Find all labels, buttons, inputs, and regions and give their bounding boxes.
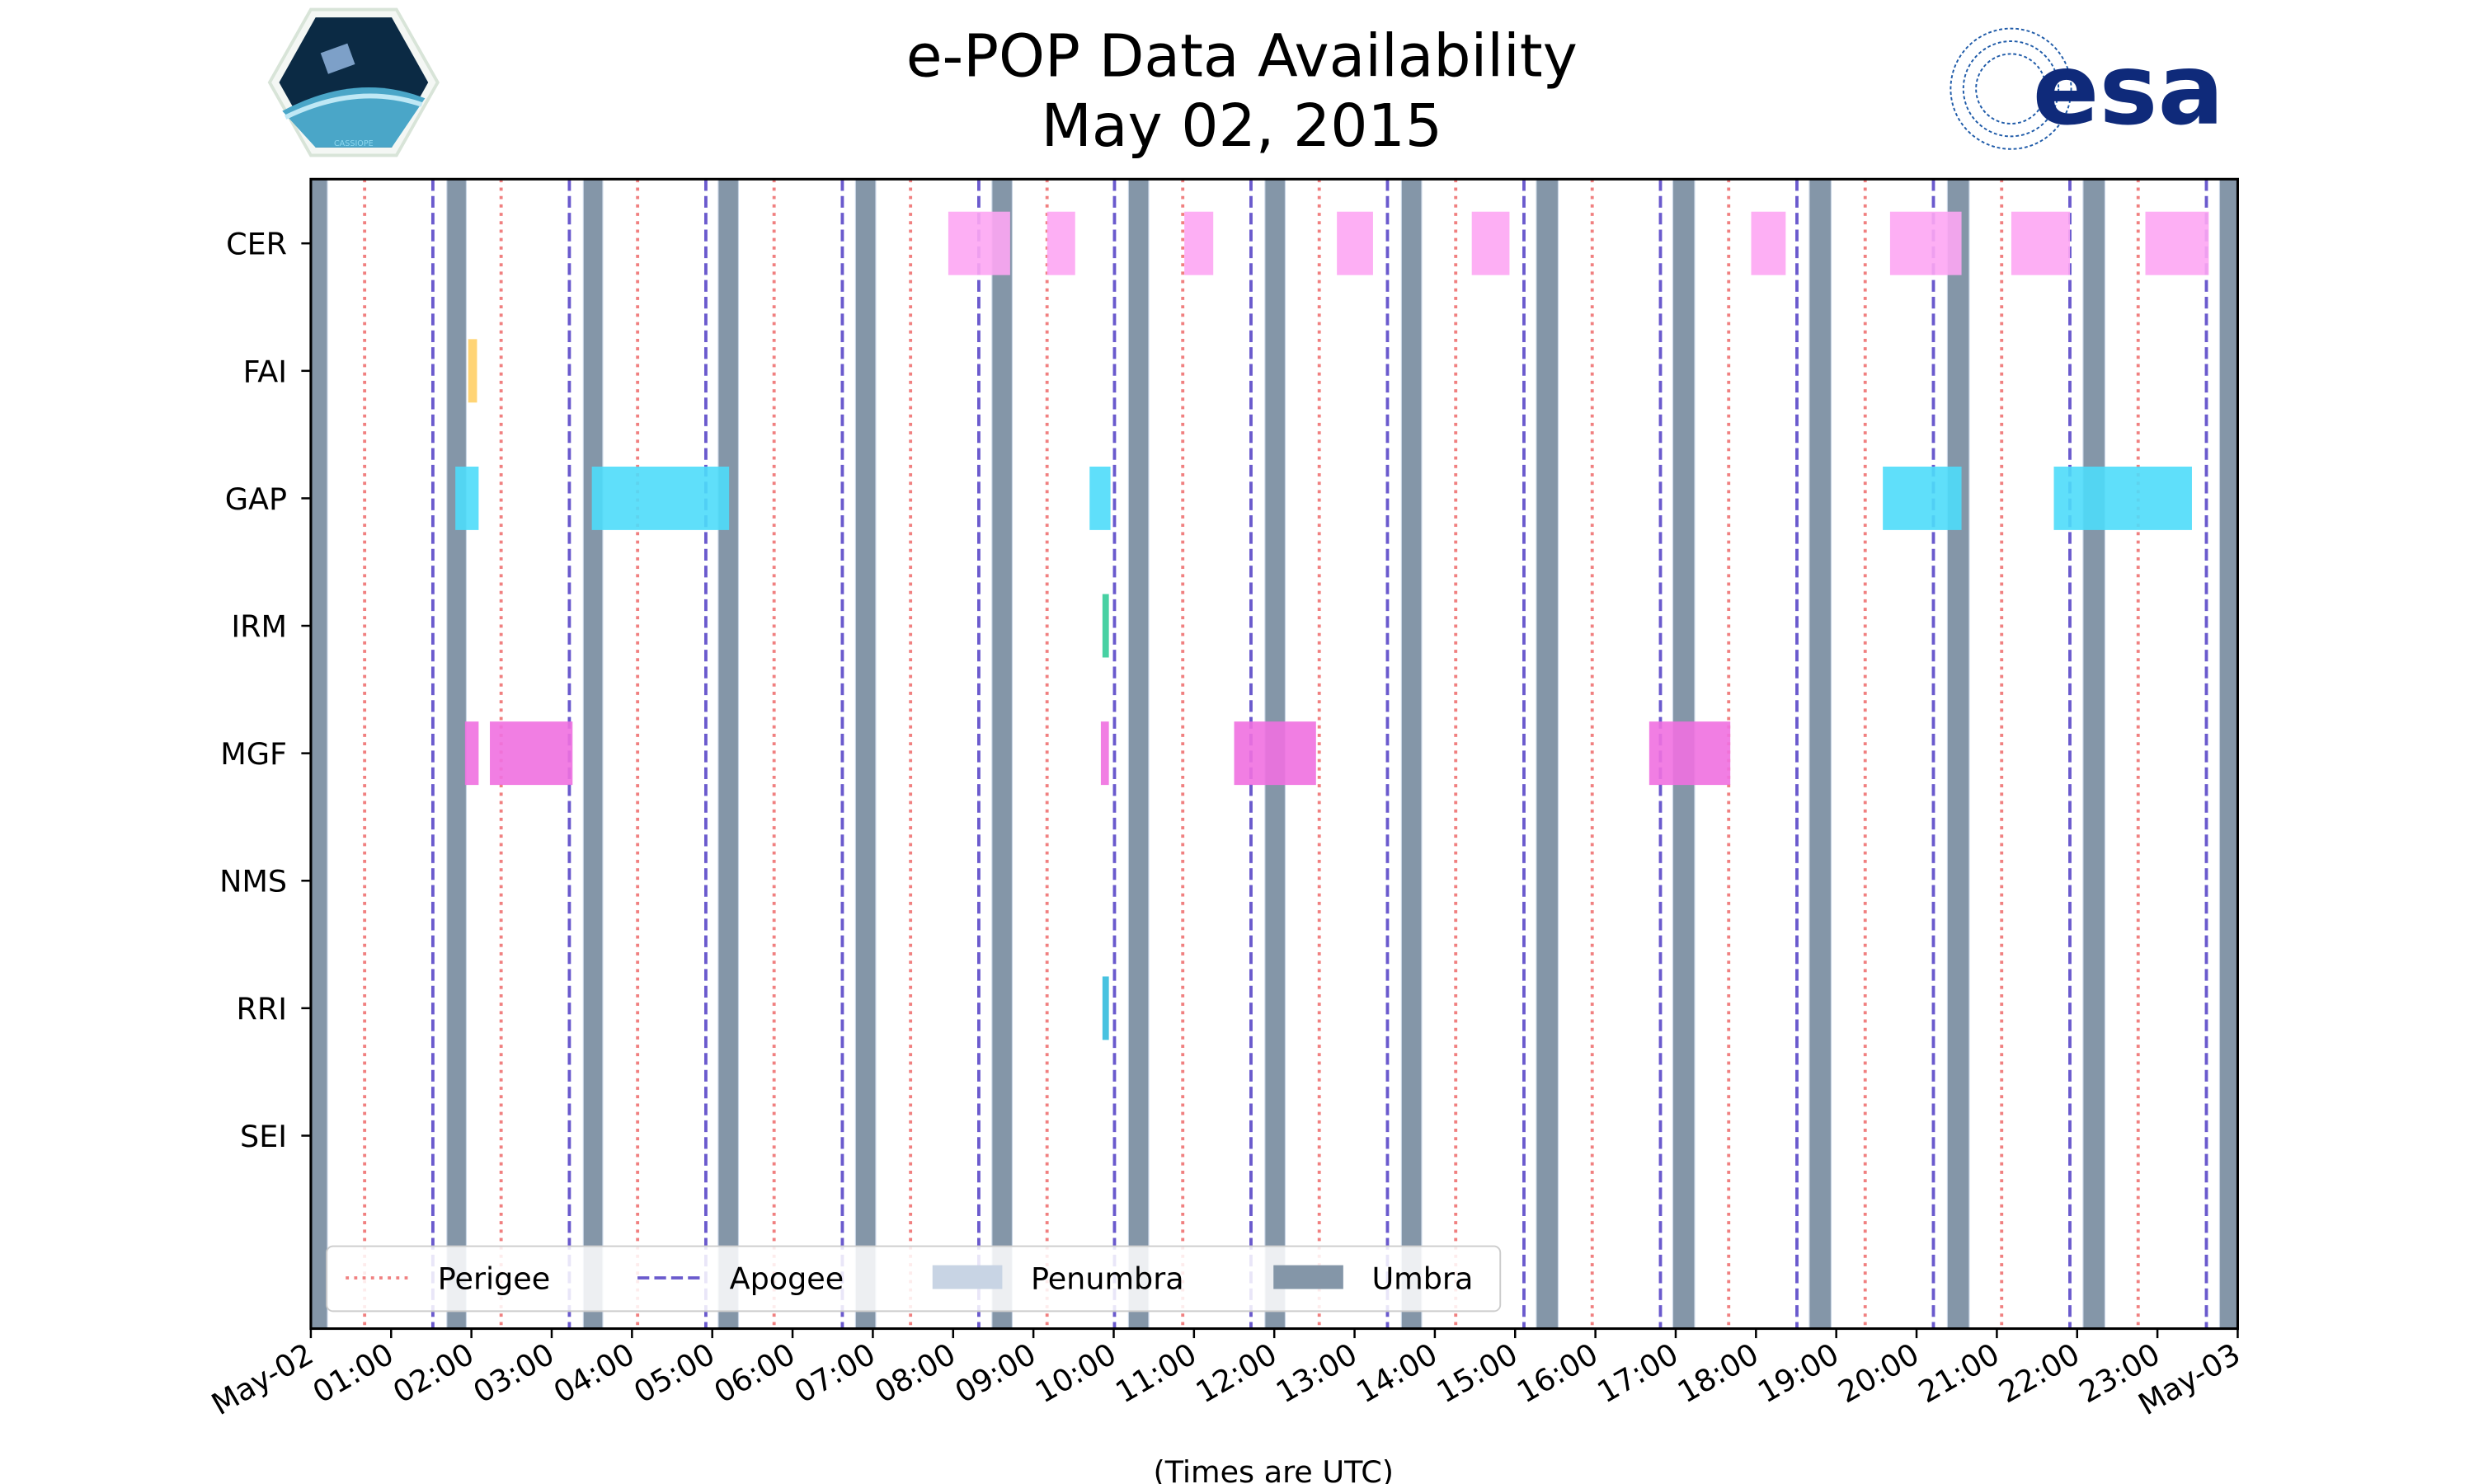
x-tick-label: 20:00 bbox=[1832, 1336, 1926, 1411]
chart-subtitle: May 02, 2015 bbox=[1042, 92, 1443, 160]
x-tick-label: 16:00 bbox=[1511, 1336, 1604, 1411]
y-tick-label: IRM bbox=[231, 609, 287, 645]
x-tick-label: 03:00 bbox=[468, 1336, 561, 1411]
x-tick-label: 12:00 bbox=[1190, 1336, 1283, 1411]
x-tick-label: 10:00 bbox=[1029, 1336, 1122, 1411]
umbra-band bbox=[2083, 179, 2105, 1329]
data-bar-cer bbox=[1047, 211, 1075, 275]
data-bar-cer bbox=[1184, 211, 1214, 275]
data-bar-cer bbox=[2011, 211, 2070, 275]
x-tick-label: 04:00 bbox=[548, 1336, 641, 1411]
umbra-band bbox=[992, 179, 1012, 1329]
esa-logo: esa bbox=[1950, 27, 2224, 150]
x-tick-label: 21:00 bbox=[1912, 1336, 2006, 1411]
y-tick-label: NMS bbox=[219, 864, 287, 899]
data-bar-gap bbox=[1883, 466, 1962, 530]
umbra-band bbox=[583, 179, 603, 1329]
y-tick-label: GAP bbox=[225, 481, 287, 517]
data-bar-mgf bbox=[1100, 721, 1109, 786]
umbra-band bbox=[1401, 179, 1422, 1329]
umbra-band bbox=[447, 179, 466, 1329]
data-bar-mgf bbox=[464, 721, 479, 786]
y-tick-label: FAI bbox=[243, 354, 287, 389]
data-bar-gap bbox=[2053, 466, 2192, 530]
legend-label: Umbra bbox=[1371, 1261, 1473, 1296]
x-tick-label: 02:00 bbox=[387, 1336, 480, 1411]
x-tick-label: 07:00 bbox=[788, 1336, 882, 1411]
legend-label: Penumbra bbox=[1031, 1261, 1184, 1296]
data-bar-fai bbox=[468, 339, 477, 403]
umbra-band bbox=[2220, 179, 2238, 1329]
umbra-band bbox=[310, 179, 327, 1329]
x-tick-label: 15:00 bbox=[1431, 1336, 1524, 1411]
umbra-band bbox=[1809, 179, 1831, 1329]
cassiope-logo: CASSIOPE bbox=[267, 7, 440, 157]
umbra-band bbox=[1948, 179, 1969, 1329]
data-bar-mgf bbox=[490, 721, 573, 786]
legend-box bbox=[326, 1245, 1502, 1313]
x-tick-label: 05:00 bbox=[628, 1336, 721, 1411]
x-tick-label: 11:00 bbox=[1109, 1336, 1202, 1411]
legend-label: Perigee bbox=[438, 1261, 550, 1296]
umbra-band bbox=[1536, 179, 1558, 1329]
y-tick-label: RRI bbox=[237, 991, 288, 1026]
chart-title: e-POP Data Availability bbox=[906, 21, 1578, 90]
x-tick-label: 06:00 bbox=[708, 1336, 802, 1411]
data-bar-irm bbox=[1102, 594, 1109, 658]
data-bar-gap bbox=[591, 466, 730, 530]
data-bar-cer bbox=[948, 211, 1010, 275]
x-tick-label: 18:00 bbox=[1672, 1336, 1765, 1411]
x-tick-label: 17:00 bbox=[1592, 1336, 1685, 1411]
legend-swatch-umbra bbox=[1273, 1265, 1343, 1289]
data-bar-cer bbox=[1751, 211, 1786, 275]
svg-text:CASSIOPE: CASSIOPE bbox=[334, 139, 374, 148]
plot-area: CER FAI GAP IRM MGF NMS RRI SEI May-0201:0002:00… bbox=[205, 177, 2246, 1422]
data-bar-cer bbox=[2145, 211, 2209, 275]
data-bar-mgf bbox=[1234, 721, 1316, 786]
umbra-band bbox=[855, 179, 876, 1329]
x-tick-label: 08:00 bbox=[868, 1336, 962, 1411]
y-tick-label: SEI bbox=[240, 1119, 287, 1154]
data-bar-rri bbox=[1102, 976, 1109, 1040]
y-tick-label: MGF bbox=[220, 736, 287, 772]
x-tick-label: 09:00 bbox=[949, 1336, 1042, 1411]
data-bar-gap bbox=[1089, 466, 1111, 530]
data-bar-gap bbox=[455, 466, 479, 530]
legend-swatch-penumbra bbox=[932, 1265, 1003, 1289]
x-tick-label: 22:00 bbox=[1992, 1336, 2086, 1411]
umbra-band bbox=[1128, 179, 1149, 1329]
data-bar-cer bbox=[1889, 211, 1962, 275]
x-tick-label: 19:00 bbox=[1752, 1336, 1845, 1411]
legend: Perigee Apogee Penumbra Umbra bbox=[326, 1245, 1502, 1313]
umbra-band bbox=[718, 179, 738, 1329]
x-tick-label: May-02 bbox=[205, 1336, 319, 1422]
x-tick-label: 01:00 bbox=[307, 1336, 400, 1411]
x-axis-label: (Times are UTC) bbox=[1153, 1454, 1394, 1484]
x-tick-label: 14:00 bbox=[1351, 1336, 1444, 1411]
legend-label: Apogee bbox=[730, 1261, 844, 1296]
x-tick-label: 13:00 bbox=[1270, 1336, 1363, 1411]
svg-text:esa: esa bbox=[2033, 33, 2224, 148]
y-tick-label: CER bbox=[226, 227, 287, 262]
data-bar-mgf bbox=[1649, 721, 1731, 786]
data-bar-cer bbox=[1471, 211, 1510, 275]
data-bar-cer bbox=[1337, 211, 1373, 275]
